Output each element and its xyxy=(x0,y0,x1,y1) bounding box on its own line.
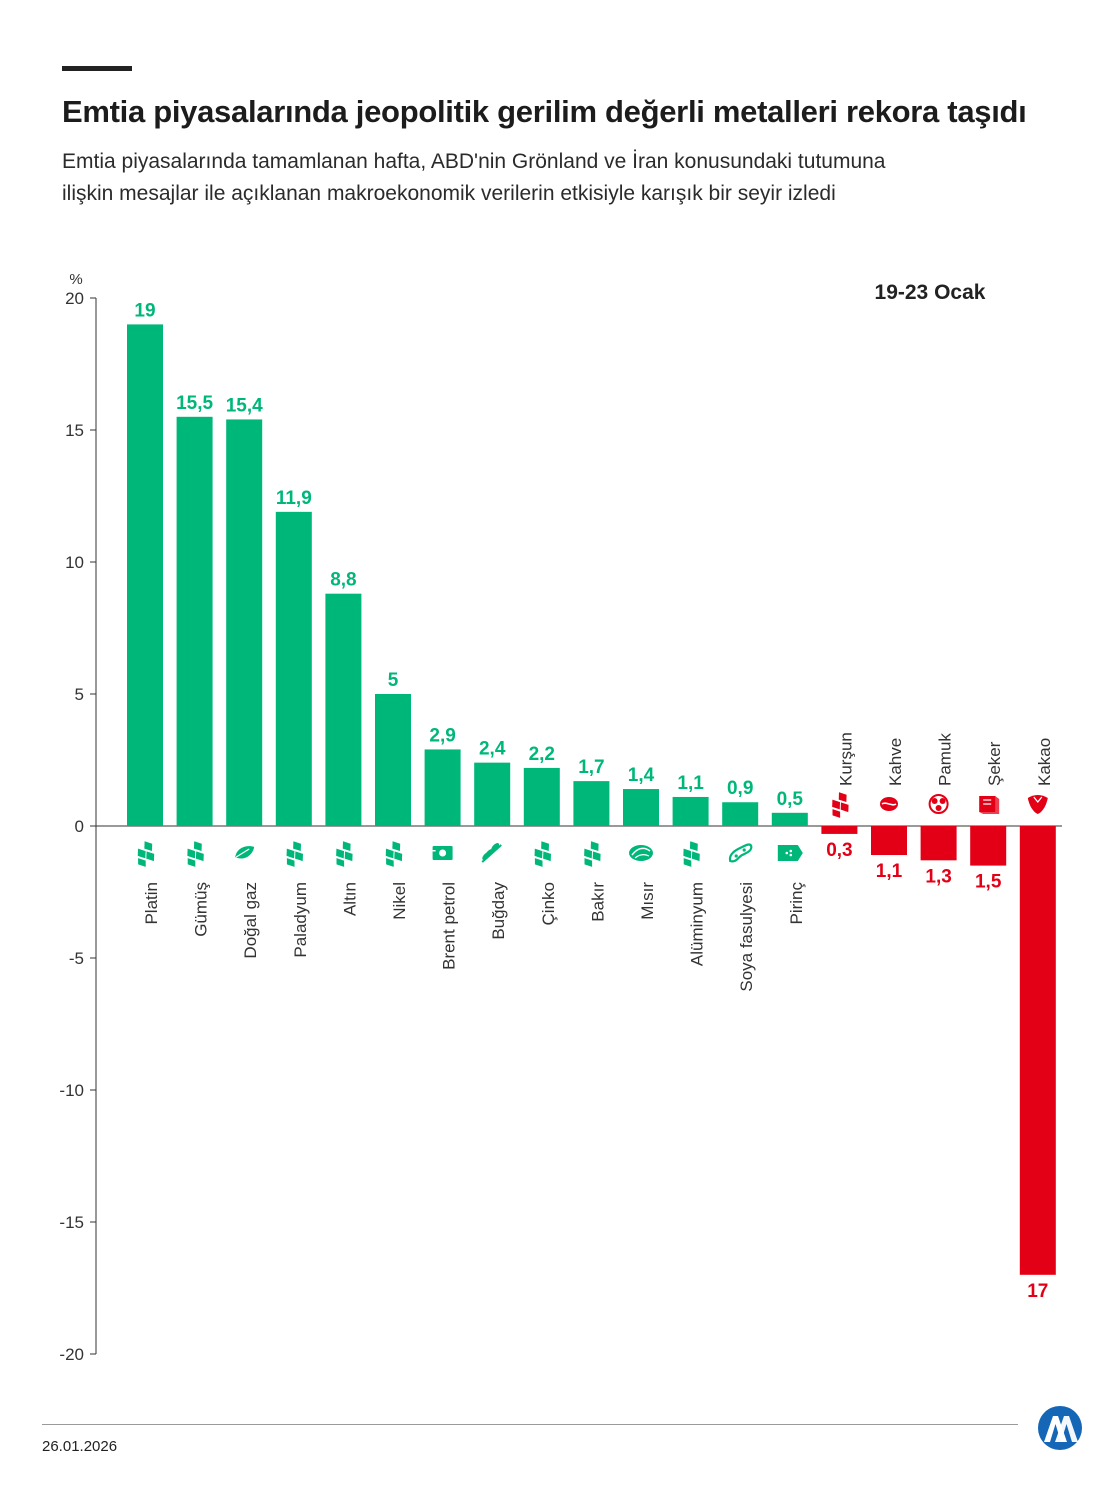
value-label: 1,1 xyxy=(677,773,704,794)
category-label: Brent petrol xyxy=(440,882,459,970)
bar-19 xyxy=(1019,826,1056,1275)
y-tick-label: 10 xyxy=(65,553,84,572)
cocoa-icon xyxy=(1027,795,1048,814)
oil-barrel-icon xyxy=(432,846,453,860)
bar-18 xyxy=(970,826,1007,866)
bar-5 xyxy=(325,593,362,826)
bar-6 xyxy=(375,694,411,826)
value-label: 15,4 xyxy=(226,395,263,416)
value-label: 1,7 xyxy=(578,757,604,778)
value-label: 2,2 xyxy=(529,744,555,765)
category-label: Platin xyxy=(142,882,161,925)
soybean-icon xyxy=(728,843,753,863)
category-label: Altın xyxy=(340,882,359,916)
corn-icon xyxy=(629,845,653,861)
value-label: 0,5 xyxy=(777,789,804,810)
y-tick-label: 15 xyxy=(65,421,84,440)
bar-13 xyxy=(722,802,759,826)
value-label: 15,5 xyxy=(176,393,213,414)
subtitle-line-2: ilişkin mesajlar ile açıklanan makroekon… xyxy=(62,182,836,205)
metal-icon xyxy=(683,841,700,867)
metal-icon xyxy=(584,841,601,867)
bar-3 xyxy=(226,419,263,826)
top-rule xyxy=(62,66,132,71)
bar-10 xyxy=(573,781,610,826)
footer-rule xyxy=(42,1424,1018,1425)
y-tick-label: 5 xyxy=(75,685,84,704)
bar-11 xyxy=(623,789,659,826)
y-tick-label: 20 xyxy=(65,289,84,308)
category-label: Kahve xyxy=(886,738,905,786)
cotton-icon xyxy=(928,794,949,814)
value-label: 1,5 xyxy=(975,872,1002,893)
metal-icon xyxy=(385,841,403,867)
value-label: 5 xyxy=(388,670,399,691)
category-label: Doğal gaz xyxy=(241,882,260,959)
value-label: 1,4 xyxy=(628,765,655,786)
category-label: Kurşun xyxy=(836,732,855,786)
leaf-icon xyxy=(235,846,255,859)
category-label: Şeker xyxy=(985,741,1004,786)
value-label: 0,3 xyxy=(826,840,852,861)
category-label: Bakır xyxy=(588,882,607,922)
bar-9 xyxy=(523,767,560,826)
subtitle-line-1: Emtia piyasalarında tamamlanan hafta, AB… xyxy=(62,150,886,173)
metal-icon xyxy=(137,841,155,867)
bar-15 xyxy=(821,826,858,834)
y-tick-label: -15 xyxy=(59,1213,84,1232)
value-label: 11,9 xyxy=(276,488,312,509)
aa-logo-icon xyxy=(1038,1406,1082,1450)
bar-4 xyxy=(275,511,312,826)
category-label: Pirinç xyxy=(787,882,806,925)
category-label: Alüminyum xyxy=(688,882,707,966)
y-axis-unit-label: % xyxy=(69,271,82,288)
page-title: Emtia piyasalarında jeopolitik gerilim d… xyxy=(62,94,1027,129)
coffee-bean-icon xyxy=(880,797,898,811)
category-label: Kakao xyxy=(1035,738,1054,786)
category-label: Gümüş xyxy=(192,882,211,937)
metal-icon xyxy=(187,841,204,867)
value-label: 1,3 xyxy=(925,866,951,887)
category-label: Soya fasulyesi xyxy=(737,882,756,992)
y-tick-label: 0 xyxy=(75,817,84,836)
category-label: Pamuk xyxy=(936,733,955,786)
value-label: 19 xyxy=(134,300,155,321)
bar-chart: 20 15 10 5 0 -5 -10 -15 -20% 19-23 Ocak 19 Platin 15… xyxy=(59,271,1062,1364)
y-tick-label: -20 xyxy=(59,1345,84,1364)
metal-icon xyxy=(336,841,353,867)
bar-17 xyxy=(920,826,957,861)
category-label: Buğday xyxy=(489,882,508,940)
metal-icon xyxy=(534,841,551,867)
metal-icon xyxy=(286,841,303,867)
rice-icon xyxy=(777,845,803,861)
page-subtitle: Emtia piyasalarında tamamlanan hafta, AB… xyxy=(62,146,1062,210)
y-tick-label: -5 xyxy=(69,949,84,968)
bar-12 xyxy=(672,796,709,826)
wheat-icon xyxy=(481,843,502,863)
value-label: 2,4 xyxy=(479,739,506,760)
value-label: 8,8 xyxy=(330,570,356,591)
bar-16 xyxy=(871,826,907,856)
category-label: Nikel xyxy=(390,882,409,920)
value-label: 17 xyxy=(1027,1281,1048,1302)
publish-date: 26.01.2026 xyxy=(42,1438,118,1455)
sugar-icon xyxy=(979,796,1000,814)
bar-14 xyxy=(771,812,808,826)
period-label: 19-23 Ocak xyxy=(875,281,986,304)
y-tick-label: -10 xyxy=(59,1081,84,1100)
category-label: Paladyum xyxy=(291,882,310,958)
bar-1 xyxy=(127,324,163,826)
value-label: 1,1 xyxy=(876,861,903,882)
category-label: Mısır xyxy=(638,882,657,920)
value-label: 2,9 xyxy=(429,725,455,746)
category-label: Çinko xyxy=(539,882,558,925)
bar-2 xyxy=(176,416,213,826)
value-label: 0,9 xyxy=(727,778,753,799)
bar-8 xyxy=(474,762,511,826)
bar-7 xyxy=(424,749,461,826)
metal-icon xyxy=(832,792,849,818)
